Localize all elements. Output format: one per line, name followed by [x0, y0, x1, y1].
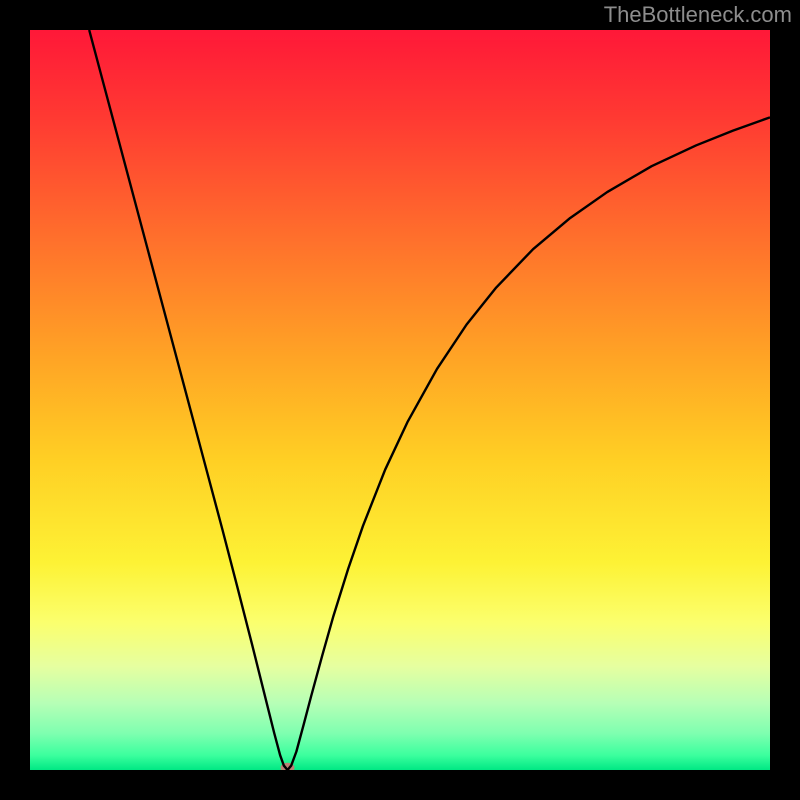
gradient-background: [30, 30, 770, 770]
chart-frame: { "watermark": { "text": "TheBottleneck.…: [0, 0, 800, 800]
chart-svg: [30, 30, 770, 770]
plot-area: [30, 30, 770, 770]
watermark-text: TheBottleneck.com: [604, 2, 792, 28]
